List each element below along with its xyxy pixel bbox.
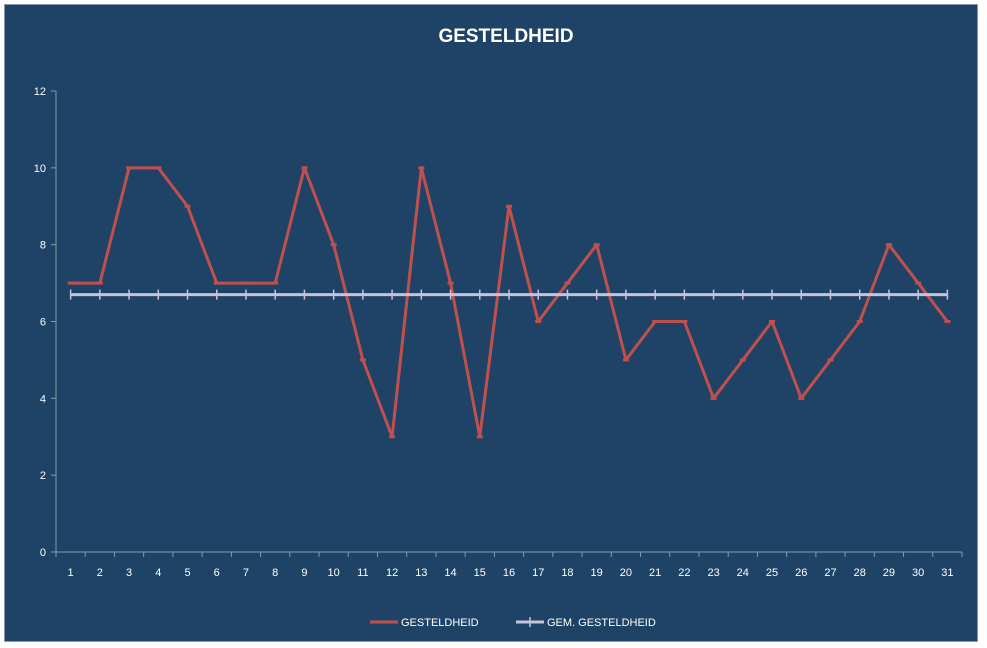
x-tick-label: 29 — [883, 567, 895, 579]
x-tick-label: 9 — [301, 567, 307, 579]
x-tick-label: 28 — [854, 567, 866, 579]
chart-title: GESTELDHEID — [438, 26, 573, 47]
x-tick-label: 18 — [561, 567, 573, 579]
series-gesteldheid — [67, 166, 951, 439]
x-tick-label: 15 — [474, 567, 486, 579]
y-tick-label: 4 — [40, 393, 46, 405]
legend-item: GESTELDHEID — [370, 617, 479, 629]
x-tick-label: 13 — [415, 567, 427, 579]
legend-label: GESTELDHEID — [401, 617, 479, 629]
x-tick-label: 25 — [766, 567, 778, 579]
y-tick-label: 6 — [40, 317, 46, 329]
x-tick-label: 30 — [912, 567, 924, 579]
y-tick-label: 8 — [40, 240, 46, 252]
x-tick-label: 16 — [503, 567, 515, 579]
x-tick-label: 26 — [795, 567, 807, 579]
x-tick-label: 12 — [386, 567, 398, 579]
x-tick-label: 8 — [272, 567, 278, 579]
x-tick-label: 22 — [678, 567, 690, 579]
x-tick-label: 10 — [328, 567, 340, 579]
x-tick-label: 5 — [184, 567, 190, 579]
legend: GESTELDHEID GEM. GESTELDHEID — [370, 617, 656, 629]
series-line — [70, 166, 949, 439]
legend-label: GEM. GESTELDHEID — [547, 617, 656, 629]
x-tick-label: 24 — [737, 567, 749, 579]
legend-item: GEM. GESTELDHEID — [516, 617, 656, 629]
x-tick-label: 21 — [649, 567, 661, 579]
series-gem-gesteldheid — [69, 289, 949, 300]
x-tick-label: 11 — [357, 567, 368, 579]
x-tick-label: 2 — [97, 567, 103, 579]
x-tick-label: 17 — [532, 567, 544, 579]
series-layer — [67, 166, 951, 439]
x-tick-label: 23 — [707, 567, 719, 579]
x-tick-label: 1 — [68, 567, 74, 579]
y-tick-label: 12 — [34, 86, 46, 98]
y-tick-label: 0 — [40, 547, 46, 559]
x-tick-label: 4 — [155, 567, 161, 579]
x-tick-label: 20 — [620, 567, 632, 579]
x-tick-label: 6 — [214, 567, 220, 579]
chart-area: GESTELDHEID 0 2 4 6 8 10 12 1 2 3 4 5 6 7 8 9 10 11 12 13 14… — [4, 4, 978, 642]
x-tick-label: 14 — [444, 567, 456, 579]
x-tick-label: 31 — [941, 567, 953, 579]
y-tick-label: 2 — [40, 470, 46, 482]
x-tick-label: 7 — [243, 567, 249, 579]
x-tick-label: 27 — [824, 567, 836, 579]
x-tick-label: 3 — [126, 567, 132, 579]
x-tick-label: 19 — [591, 567, 603, 579]
y-tick-label: 10 — [34, 163, 46, 175]
